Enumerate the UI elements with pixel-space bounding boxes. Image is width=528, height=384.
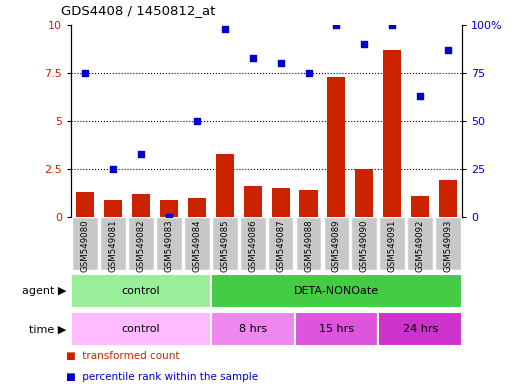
FancyBboxPatch shape [211,312,295,346]
Text: control: control [122,324,161,334]
Bar [355,169,373,217]
Text: GSM549089: GSM549089 [332,220,341,272]
Text: GSM549088: GSM549088 [304,220,313,272]
Point [360,41,369,47]
Bar [327,77,345,217]
Point [444,47,452,53]
FancyBboxPatch shape [156,217,182,270]
Bar [383,50,401,217]
Bar [299,190,317,217]
Point [137,151,145,157]
Text: GSM549084: GSM549084 [192,220,201,272]
FancyBboxPatch shape [268,217,294,270]
Text: GSM549083: GSM549083 [164,220,174,272]
Text: GSM549091: GSM549091 [388,220,397,272]
Bar [132,194,150,217]
Text: GDS4408 / 1450812_at: GDS4408 / 1450812_at [61,4,215,17]
Text: ■  transformed count: ■ transformed count [66,351,180,361]
Text: time ▶: time ▶ [29,324,66,334]
FancyBboxPatch shape [407,217,433,270]
Point [388,22,397,28]
Bar [188,198,206,217]
FancyBboxPatch shape [72,217,98,270]
FancyBboxPatch shape [324,217,349,270]
FancyBboxPatch shape [435,217,461,270]
Point [332,22,341,28]
Bar [243,186,262,217]
FancyBboxPatch shape [184,217,210,270]
Bar [411,196,429,217]
Bar [271,188,290,217]
Point [249,55,257,61]
Text: 8 hrs: 8 hrs [239,324,267,334]
Text: GSM549081: GSM549081 [109,220,118,272]
Text: ■  percentile rank within the sample: ■ percentile rank within the sample [66,372,258,382]
Point [109,166,117,172]
Text: 24 hrs: 24 hrs [402,324,438,334]
FancyBboxPatch shape [295,312,378,346]
FancyBboxPatch shape [100,217,126,270]
Text: GSM549093: GSM549093 [444,220,452,272]
Text: GSM549086: GSM549086 [248,220,257,272]
Point [165,214,173,220]
Point [416,93,425,99]
FancyBboxPatch shape [128,217,154,270]
Point [221,26,229,32]
FancyBboxPatch shape [352,217,377,270]
FancyBboxPatch shape [240,217,266,270]
Text: DETA-NONOate: DETA-NONOate [294,286,379,296]
Point [193,118,201,124]
Point [304,70,313,76]
Bar [216,154,234,217]
FancyBboxPatch shape [212,217,238,270]
Text: 15 hrs: 15 hrs [319,324,354,334]
FancyBboxPatch shape [296,217,322,270]
Text: GSM549090: GSM549090 [360,220,369,272]
Text: GSM549082: GSM549082 [137,220,146,272]
Text: GSM549080: GSM549080 [81,220,90,272]
Point [81,70,89,76]
FancyBboxPatch shape [211,274,462,308]
FancyBboxPatch shape [71,274,211,308]
Bar [160,200,178,217]
Bar [439,180,457,217]
FancyBboxPatch shape [71,312,211,346]
Bar [76,192,95,217]
Bar [104,200,122,217]
FancyBboxPatch shape [378,312,462,346]
Text: agent ▶: agent ▶ [22,286,66,296]
FancyBboxPatch shape [380,217,405,270]
Text: GSM549092: GSM549092 [416,220,425,272]
Text: GSM549087: GSM549087 [276,220,285,272]
Text: GSM549085: GSM549085 [220,220,229,272]
Point [276,60,285,66]
Text: control: control [122,286,161,296]
